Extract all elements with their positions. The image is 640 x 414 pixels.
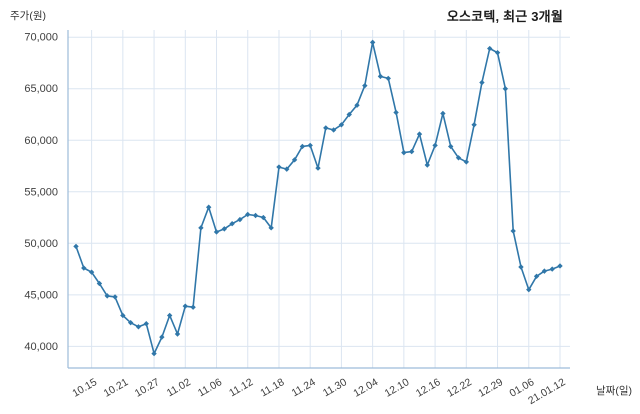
data-point-marker — [541, 268, 548, 274]
chart-title: 오스코텍, 최근 3개월 — [446, 9, 563, 24]
data-point-marker — [487, 45, 493, 52]
x-axis-title: 날짜(일) — [596, 385, 632, 397]
data-point-marker — [252, 212, 259, 219]
data-point-marker — [455, 155, 462, 161]
x-tick-label: 11.02 — [165, 376, 193, 399]
data-point-marker — [166, 312, 173, 319]
data-point-marker — [510, 228, 516, 234]
data-point-marker — [143, 320, 149, 327]
data-point-marker — [533, 273, 540, 279]
data-point-marker — [401, 149, 407, 156]
x-tick-label: 12.10 — [383, 376, 412, 400]
data-point-marker — [393, 109, 399, 116]
data-point-marker — [127, 319, 134, 326]
data-point-marker — [96, 280, 103, 287]
data-point-marker — [354, 102, 360, 108]
x-tick-label: 10.27 — [133, 376, 162, 400]
data-point-marker — [323, 125, 329, 131]
data-point-marker — [198, 225, 204, 231]
data-point-marker — [221, 226, 228, 232]
data-point-marker — [73, 243, 79, 250]
y-axis-title: 주가(원) — [10, 10, 46, 22]
x-tick-label: 12.29 — [476, 376, 505, 400]
data-point-marker — [502, 86, 509, 92]
y-tick-label: 70,000 — [24, 32, 58, 44]
y-tick-label: 40,000 — [24, 341, 58, 353]
data-point-marker — [213, 229, 220, 235]
data-point-marker — [206, 204, 212, 210]
y-tick-label: 45,000 — [24, 289, 58, 301]
data-point-marker — [120, 312, 126, 319]
data-point-marker — [463, 159, 470, 165]
x-tick-label: 12.22 — [445, 376, 474, 400]
data-point-marker — [526, 286, 532, 293]
x-tick-label: 11.06 — [196, 376, 224, 399]
y-tick-label: 65,000 — [24, 83, 58, 95]
data-point-marker — [229, 221, 235, 227]
data-point-marker — [549, 266, 555, 272]
data-point-marker — [307, 142, 313, 149]
x-tick-label: 11.18 — [258, 376, 286, 399]
data-point-marker — [104, 293, 110, 299]
data-point-marker — [315, 165, 321, 171]
data-point-marker — [494, 49, 501, 56]
data-point-marker — [346, 111, 352, 118]
data-point-marker — [245, 211, 251, 218]
data-point-marker — [448, 143, 454, 150]
data-point-marker — [299, 143, 306, 150]
data-point-marker — [190, 304, 196, 310]
data-point-marker — [182, 303, 188, 309]
x-tick-label: 10.15 — [70, 376, 99, 400]
data-point-marker — [408, 148, 415, 155]
data-point-marker — [284, 166, 290, 172]
x-tick-label: 11.24 — [290, 376, 318, 399]
data-point-marker — [362, 82, 368, 89]
data-point-marker — [291, 157, 298, 163]
x-tick-label: 11.30 — [321, 376, 349, 399]
x-tick-label: 12.16 — [414, 376, 443, 400]
data-point-marker — [330, 127, 337, 133]
data-point-marker — [159, 334, 165, 340]
x-tick-label: 12.04 — [351, 376, 380, 400]
data-point-marker — [432, 142, 438, 149]
data-point-marker — [518, 264, 524, 270]
data-point-marker — [260, 214, 267, 221]
data-point-marker — [416, 131, 423, 137]
x-tick-label: 11.12 — [227, 376, 255, 399]
data-point-marker — [174, 331, 181, 337]
data-point-marker — [268, 225, 274, 231]
data-point-marker — [440, 110, 446, 117]
data-point-marker — [276, 164, 282, 170]
x-tick-label: 10.21 — [102, 376, 131, 400]
data-point-marker — [385, 75, 391, 82]
data-point-marker — [135, 324, 142, 330]
data-point-marker — [557, 263, 563, 269]
data-point-marker — [471, 122, 477, 128]
data-point-marker — [112, 294, 118, 300]
data-point-marker — [151, 350, 157, 357]
data-point-marker — [81, 265, 87, 271]
data-point-marker — [369, 39, 376, 46]
data-point-marker — [237, 216, 243, 223]
data-point-marker — [88, 269, 95, 275]
y-tick-label: 60,000 — [24, 135, 58, 147]
data-point-marker — [338, 122, 345, 128]
y-tick-label: 55,000 — [24, 186, 58, 198]
y-tick-label: 50,000 — [24, 238, 58, 250]
data-point-marker — [424, 162, 430, 168]
data-point-marker — [479, 79, 485, 86]
data-point-marker — [377, 73, 384, 80]
